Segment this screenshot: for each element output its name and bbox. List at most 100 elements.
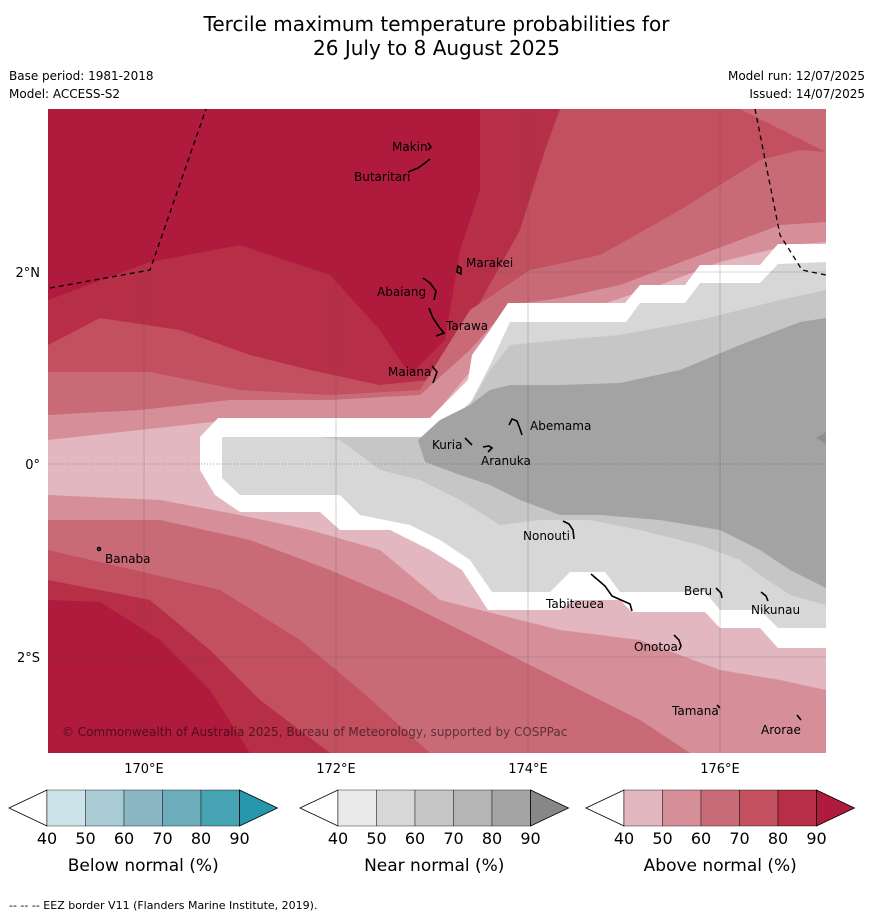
island-nonouti [562, 520, 575, 540]
below-normal-tick-label: 70 [152, 829, 172, 848]
band-near-70-sliver [816, 432, 826, 444]
lat-label-0: 0° [25, 458, 40, 473]
lon-label-174e: 174°E [508, 762, 548, 777]
near-normal-colorbar-segment [491, 789, 531, 827]
label-arorae: Arorae [761, 723, 801, 737]
band-above-90-south [48, 600, 250, 753]
near-normal-tick-label: 90 [520, 829, 540, 848]
below-normal-colorbar-low-extend [8, 789, 48, 827]
island-outlines [96, 142, 802, 721]
label-kuria: Kuria [432, 438, 463, 452]
below-normal-colorbar-segment [85, 789, 125, 827]
label-makin: Makin [392, 140, 428, 154]
above-normal-tick-label: 90 [806, 829, 826, 848]
above-normal-colorbar-segment [623, 789, 663, 827]
label-butaritari: Butaritari [354, 170, 411, 184]
near-normal-tick-label: 40 [328, 829, 348, 848]
island-beru [715, 587, 723, 599]
lat-label-2s: 2°S [17, 651, 40, 666]
label-onotoa: Onotoa [634, 640, 678, 654]
meta-left: Base period: 1981-2018 Model: ACCESS-S2 [9, 67, 154, 103]
near-normal-tick-label: 80 [482, 829, 502, 848]
meta-right: Model run: 12/07/2025 Issued: 14/07/2025 [728, 67, 865, 103]
island-abaiang [422, 277, 437, 301]
band-near-60 [418, 318, 826, 588]
below-normal-tick-label: 80 [191, 829, 211, 848]
island-nikunau [760, 591, 769, 602]
eez-border [49, 108, 827, 289]
near-normal-tick-label: 70 [443, 829, 463, 848]
below-normal-colorbar-high-extend [239, 789, 279, 827]
below-normal-colorbar-title: Below normal (%) [68, 856, 219, 876]
near-normal-colorbar-segment [414, 789, 454, 827]
near-normal-colorbar: 40 50 60 70 80 90 Near normal (%) [299, 789, 570, 876]
issued-date: Issued: 14/07/2025 [749, 87, 865, 101]
above-normal-colorbar-high-extend [816, 789, 856, 827]
label-tabiteuea: Tabiteuea [545, 597, 604, 611]
above-normal-tick-label: 50 [652, 829, 672, 848]
above-normal-colorbar-title: Above normal (%) [644, 856, 797, 876]
near-normal-colorbar-segment [376, 789, 416, 827]
island-aranuka [482, 445, 494, 453]
island-abemama [508, 417, 523, 436]
island-arorae [796, 714, 802, 721]
title-line-2: 26 July to 8 August 2025 [313, 36, 560, 60]
island-maiana [431, 365, 438, 384]
axis-labels: 2°N 0° 2°S 170°E 172°E 174°E 176°E [16, 266, 740, 777]
near-normal-colorbar-segment [337, 789, 377, 827]
near-normal-colorbar-segment [453, 789, 493, 827]
label-nonouti: Nonouti [523, 529, 570, 543]
label-aranuka: Aranuka [481, 454, 531, 468]
label-maiana: Maiana [388, 365, 431, 379]
island-banaba [96, 546, 102, 552]
above-normal-tick-label: 40 [614, 829, 634, 848]
island-butaritari [407, 158, 431, 173]
lon-label-172e: 172°E [316, 762, 356, 777]
label-abemama: Abemama [530, 419, 591, 433]
island-labels: Makin Butaritari Marakei Abaiang Tarawa … [105, 140, 801, 737]
below-normal-colorbar: 40 50 60 70 80 90 Below normal (%) [8, 789, 279, 876]
above-normal-tick-label: 70 [729, 829, 749, 848]
colorbar-group: 40 50 60 70 80 90 Below normal (%) 40 50 60 70 80 90… [8, 789, 856, 876]
above-normal-colorbar-segment [739, 789, 779, 827]
below-normal-tick-label: 50 [75, 829, 95, 848]
model-run: Model run: 12/07/2025 [727, 69, 865, 83]
above-normal-colorbar-segment [700, 789, 740, 827]
model-name: Model: ACCESS-S2 [9, 87, 121, 101]
label-nikunau: Nikunau [751, 603, 800, 617]
near-normal-colorbar-high-extend [530, 789, 570, 827]
island-tarawa [428, 307, 446, 337]
near-normal-tick-label: 50 [366, 829, 386, 848]
below-normal-tick-label: 90 [229, 829, 249, 848]
island-tabiteuea [590, 573, 633, 612]
near-normal-colorbar-low-extend [299, 789, 339, 827]
below-normal-colorbar-segment [123, 789, 163, 827]
below-normal-tick-label: 60 [114, 829, 134, 848]
base-period: Base period: 1981-2018 [9, 69, 154, 83]
map-title: Tercile maximum temperature probabilitie… [0, 12, 873, 60]
probability-field [48, 109, 826, 753]
label-abaiang: Abaiang [377, 285, 426, 299]
title-line-1: Tercile maximum temperature probabilitie… [203, 12, 670, 36]
below-normal-colorbar-segment [200, 789, 240, 827]
below-normal-tick-label: 40 [37, 829, 57, 848]
above-normal-colorbar: 40 50 60 70 80 90 Above normal (%) [585, 789, 856, 876]
island-marakei [456, 264, 462, 276]
below-normal-colorbar-segment [162, 789, 202, 827]
above-normal-colorbar-low-extend [585, 789, 625, 827]
island-kuria [464, 437, 473, 446]
above-normal-tick-label: 60 [691, 829, 711, 848]
below-normal-colorbar-segment [46, 789, 86, 827]
island-onotoa [673, 634, 682, 651]
above-normal-colorbar-segment [777, 789, 817, 827]
copyright-text: © Commonwealth of Australia 2025, Bureau… [62, 725, 567, 739]
label-beru: Beru [684, 584, 712, 598]
label-banaba: Banaba [105, 552, 151, 566]
near-normal-tick-label: 60 [405, 829, 425, 848]
lat-label-2n: 2°N [16, 266, 41, 281]
island-tamana [716, 704, 721, 709]
label-tamana: Tamana [671, 704, 719, 718]
lon-label-170e: 170°E [124, 762, 164, 777]
label-marakei: Marakei [466, 256, 513, 270]
